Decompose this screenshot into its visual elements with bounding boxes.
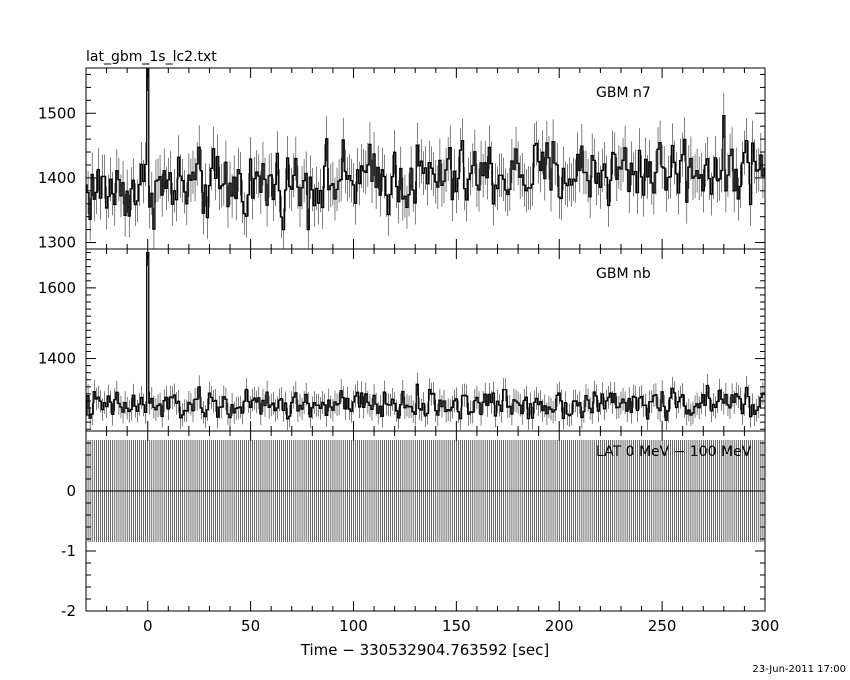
panel-frame [85,430,766,612]
plot-area [86,68,765,249]
y-tick-label: 1300 [38,234,76,252]
x-tick-label: 250 [648,617,677,635]
error-bars [86,68,765,249]
panel-gbm-n7: 1300 1400 1500 [38,67,766,252]
x-tick-label: 100 [339,617,368,635]
x-tick-label: 200 [545,617,574,635]
panel-label-gbm-n7: GBM n7 [596,85,651,101]
y-tick-label: 0 [66,482,76,500]
plot-area [86,440,765,542]
data-line [86,251,765,421]
y-tick-label: 1500 [38,104,76,122]
chart-title: lat_gbm_1s_lc2.txt [86,49,217,65]
x-tick-label: 150 [442,617,471,635]
timestamp: 23-Jun-2011 17:00 [752,664,846,675]
panel-gbm-nb: 1400 1600 [38,248,766,432]
y-tick-label: 1600 [38,279,76,297]
x-tick-label: 300 [751,617,780,635]
plot-area [86,249,765,431]
panel-label-gbm-nb: GBM nb [596,266,651,282]
panel-lat: -2 -1 0 [61,430,766,620]
y-tick-label: 1400 [38,169,76,187]
x-axis-label: Time − 330532904.763592 [sec] [300,641,550,659]
y-tick-label: 1400 [38,350,76,368]
data-line [86,68,765,231]
x-tick-label: 50 [241,617,260,635]
y-tick-label: -1 [61,542,76,560]
panel-label-lat: LAT 0 MeV − 100 MeV [596,444,752,460]
x-axis: 0 50 100 150 200 250 300 [143,617,779,635]
x-tick-label: 0 [143,617,153,635]
y-tick-label: -2 [61,602,76,620]
